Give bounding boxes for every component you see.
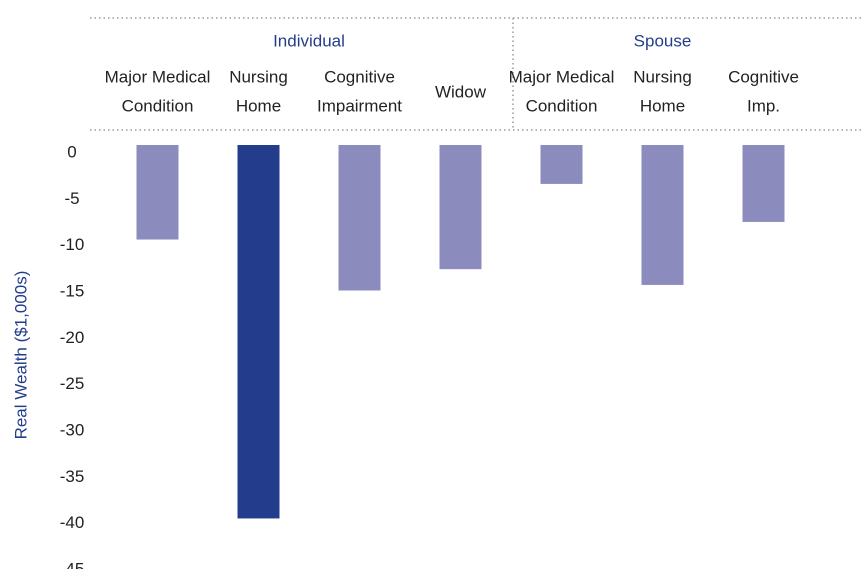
- bar: [136, 145, 179, 240]
- bar: [540, 145, 583, 184]
- y-tick-label: -25: [60, 374, 85, 393]
- bar: [641, 145, 684, 285]
- y-axis-label: Real Wealth ($1,000s): [11, 271, 30, 440]
- y-tick-label: -15: [60, 281, 85, 300]
- x-tick-label: Major Medical: [105, 67, 211, 86]
- y-tick-label: -40: [60, 513, 85, 532]
- y-tick-label: -10: [60, 235, 85, 254]
- y-tick-label: -5: [64, 189, 79, 208]
- y-tick-label: 0: [67, 142, 76, 161]
- x-tick-label: Nursing: [229, 67, 288, 86]
- y-tick-label: -30: [60, 420, 85, 439]
- y-tick-label: -20: [60, 328, 85, 347]
- x-tick-label: Major Medical: [509, 67, 615, 86]
- x-tick-label: Nursing: [633, 67, 692, 86]
- y-tick-label: -35: [60, 467, 85, 486]
- x-tick-label: Home: [640, 96, 685, 115]
- group-label: Individual: [273, 31, 345, 50]
- x-tick-label: Imp.: [747, 96, 780, 115]
- bar: [439, 145, 482, 270]
- x-tick-label: Impairment: [317, 96, 402, 115]
- x-tick-label: Condition: [122, 96, 194, 115]
- y-tick-label: -45: [60, 559, 85, 569]
- bar: [237, 145, 280, 519]
- group-label: Spouse: [634, 31, 692, 50]
- bar: [338, 145, 381, 291]
- x-tick-label: Condition: [526, 96, 598, 115]
- x-tick-label: Cognitive: [324, 67, 395, 86]
- bar: [742, 145, 785, 222]
- x-tick-label: Cognitive: [728, 67, 799, 86]
- x-tick-label: Home: [236, 96, 281, 115]
- x-tick-label: Widow: [435, 82, 487, 101]
